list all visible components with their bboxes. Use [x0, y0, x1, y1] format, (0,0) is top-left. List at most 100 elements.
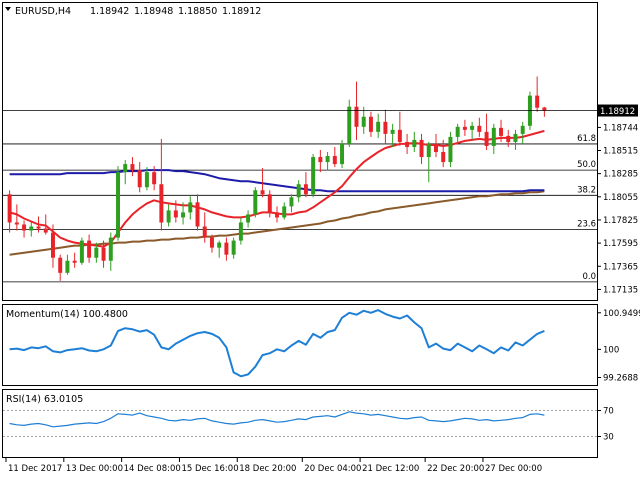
candle-body [246, 214, 251, 223]
candle-body [282, 206, 287, 218]
candle-body [108, 237, 113, 261]
candle-body [376, 121, 381, 132]
fib-level-label: 61.8 [577, 134, 596, 144]
candle-body [72, 260, 77, 263]
candle-body [477, 125, 482, 132]
candle-body [87, 240, 92, 258]
time-axis-label: 15 Dec 16:00 [181, 464, 238, 474]
price-axis-label: 1.17365 [603, 262, 638, 272]
sma-slow-line [9, 190, 545, 256]
candle-body [14, 222, 19, 225]
fib-level-label: 23.6 [577, 220, 596, 230]
candle-body [159, 184, 164, 223]
candle-body [7, 194, 12, 223]
fib-level-label: 0.0 [582, 272, 596, 282]
candle-body [267, 194, 272, 213]
momentum-axis-label: 99.2688 [603, 374, 638, 384]
candle-body [470, 125, 475, 130]
candle-body [36, 226, 41, 229]
price-axis-label: 1.18515 [603, 146, 638, 156]
time-axis-label: 11 Dec 2017 [8, 464, 62, 474]
price-panel-frame [2, 2, 598, 301]
fib-level-label: 50.0 [577, 160, 596, 170]
candle-body [275, 212, 279, 218]
candle-body [419, 139, 424, 158]
candle-body [462, 126, 467, 130]
candle-body [347, 106, 352, 144]
candle-body [22, 224, 27, 231]
candle-body [195, 202, 200, 227]
ohlc-high: 1.18948 [134, 6, 173, 17]
candle-body [43, 228, 48, 233]
candle-body [325, 156, 330, 163]
candle-body [144, 172, 149, 188]
candle-body [441, 152, 446, 163]
candle-body [79, 240, 84, 263]
candle-body [231, 240, 236, 255]
price-axis-label: 1.18285 [603, 170, 638, 180]
candle-body [332, 156, 337, 165]
current-price-box [598, 104, 638, 117]
momentum-line [9, 309, 545, 378]
price-axis-label: 1.17825 [603, 216, 638, 226]
time-axis-label: 20 Dec 04:00 [304, 464, 361, 474]
candle-body [296, 184, 301, 198]
price-axis-label: 1.18744 [603, 123, 638, 133]
candle-body [412, 139, 417, 147]
candle-body [433, 143, 438, 153]
ohlc-open: 1.18942 [90, 6, 129, 17]
momentum-panel [9, 309, 545, 378]
candle-body [137, 170, 142, 188]
candle-body [499, 127, 504, 136]
candle-body [303, 184, 308, 195]
candle-body [202, 226, 207, 238]
rsi-axis-label: 30 [603, 433, 614, 443]
candle-body [368, 116, 373, 132]
ohlc-close: 1.18912 [222, 6, 261, 17]
candle-body [535, 95, 540, 108]
candle-body [224, 242, 229, 255]
candle-body [173, 210, 178, 218]
candle-body [455, 126, 460, 137]
time-axis-label: 27 Dec 00:00 [485, 464, 542, 474]
symbol-dropdown-icon[interactable] [5, 7, 11, 11]
candle-body [116, 172, 121, 238]
candle-body [260, 190, 265, 195]
rsi-panel [3, 410, 597, 437]
candle-body [542, 107, 547, 111]
price-axis-label: 1.18055 [603, 193, 638, 203]
momentum-axis-label: 100 [603, 345, 619, 355]
candle-body [101, 247, 106, 261]
candle-body [152, 172, 157, 185]
candle-body [448, 136, 453, 163]
candle-body [188, 202, 193, 213]
candle-body [166, 210, 171, 223]
candle-body [506, 135, 511, 142]
momentum-title: Momentum(14) 100.4800 [6, 309, 128, 320]
candle-body [390, 129, 395, 134]
time-axis-label: 18 Dec 20:00 [239, 464, 296, 474]
candle-body [29, 226, 34, 231]
momentum-axis-label: 100.9499 [603, 309, 640, 319]
candle-body [238, 222, 243, 241]
symbol-label: EURUSD,H4 [15, 6, 71, 17]
candle-body [491, 127, 496, 146]
candle-body [209, 237, 214, 248]
time-axis-label: 13 Dec 00:00 [66, 464, 123, 474]
time-axis-label: 22 Dec 20:00 [427, 464, 484, 474]
candle-body [318, 157, 323, 163]
candle-body [484, 131, 489, 146]
candle-body [397, 129, 402, 142]
candle-body [217, 242, 222, 248]
candle-body [130, 164, 135, 171]
momentum-panel-frame [2, 304, 598, 386]
candle-body [520, 125, 525, 134]
axes: 1.18912 1.18744 1.18515 1.18285 1.18055 1.178… [5, 104, 640, 474]
candle-body [405, 141, 410, 147]
ohlc-low: 1.18850 [178, 6, 217, 17]
rsi-panel-frame [2, 389, 598, 458]
candle-body [94, 247, 99, 258]
candle-body [65, 260, 70, 273]
